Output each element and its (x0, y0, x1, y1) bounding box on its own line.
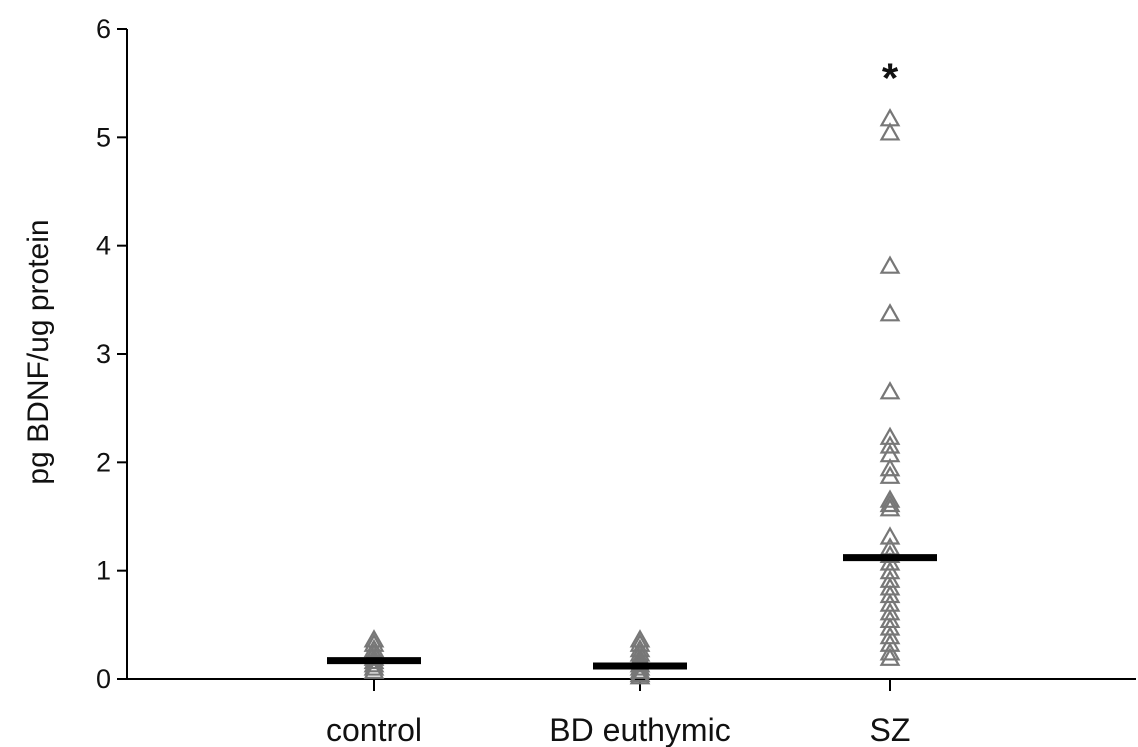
y-ticks: 0 1 2 3 4 5 6 (96, 14, 127, 694)
data-point (363, 657, 385, 676)
data-point (629, 660, 651, 679)
y-tick-label: 3 (96, 339, 111, 369)
data-point (879, 489, 901, 508)
axes (117, 29, 1136, 680)
x-category-label: control (326, 712, 422, 747)
data-point (879, 498, 901, 517)
annotations: * (882, 54, 899, 101)
x-category-label: SZ (870, 712, 911, 747)
data-point (879, 435, 901, 454)
y-tick-label: 1 (96, 556, 111, 586)
data-point (879, 642, 901, 661)
y-axis-label: pg BDNF/ug protein (22, 219, 55, 484)
data-point (879, 584, 901, 604)
y-tick-label: 2 (96, 447, 111, 477)
data-point (879, 552, 901, 571)
data-point (879, 426, 901, 445)
data-point (879, 122, 901, 141)
y-tick-label: 6 (96, 14, 111, 44)
data-point (879, 647, 901, 666)
y-tick-label: 4 (96, 231, 111, 261)
x-category-label: BD euthymic (549, 712, 730, 747)
y-tick-label: 0 (96, 664, 111, 694)
data-point (879, 303, 901, 322)
data-point (879, 381, 901, 400)
data-point (629, 666, 651, 685)
data-point (879, 255, 901, 274)
data-point (879, 526, 901, 545)
data-point (363, 660, 385, 679)
data-point (879, 493, 901, 513)
data-point (879, 458, 901, 477)
y-tick-label: 5 (96, 122, 111, 152)
x-categories: control BD euthymic SZ (326, 679, 910, 747)
significance-asterisk: * (882, 54, 899, 101)
data-point (879, 465, 901, 484)
data-points (363, 108, 901, 685)
median-bars (327, 554, 937, 670)
